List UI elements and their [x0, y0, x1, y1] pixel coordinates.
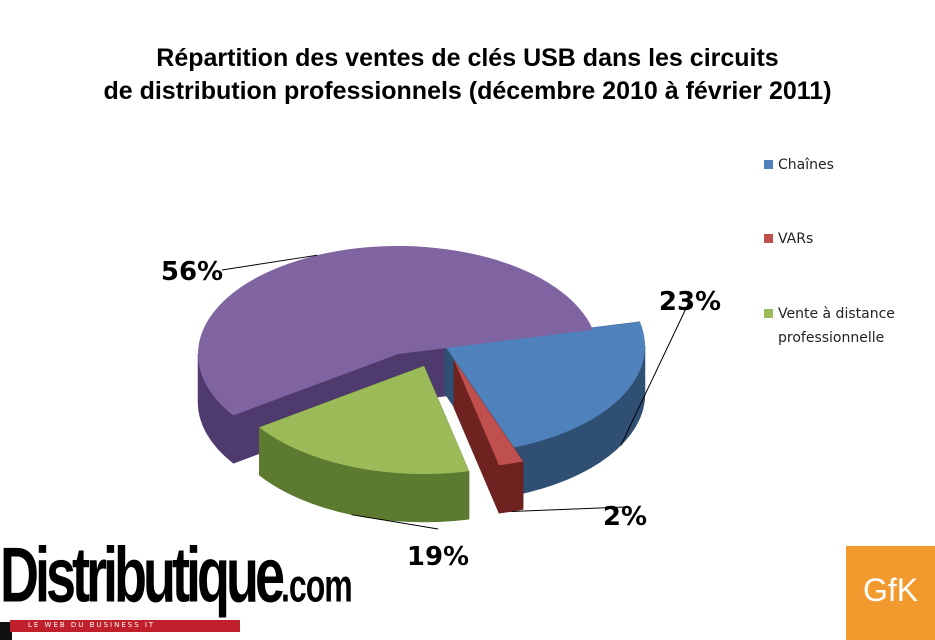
publisher-logo-corner [0, 622, 12, 640]
chart-title: Répartition des ventes de clés USB dans … [0, 42, 935, 108]
publisher-wordmark: Distributique.com [0, 536, 353, 624]
legend-label-chaines: Chaînes [778, 157, 834, 173]
publisher-logo: Distributique.com LE WEB DU BUSINESS IT [0, 536, 353, 640]
leader-line-vars [511, 506, 626, 512]
chart-title-line-2: de distribution professionnels (décembre… [103, 77, 832, 105]
pie-slice-chaines [445, 321, 646, 448]
data-label-vente-a-distance-professionnelle: 19% [407, 542, 469, 572]
legend-item-chaines: Chaînes [764, 153, 834, 177]
data-label-vars: 2% [603, 502, 647, 532]
pie-slice-slice-56 [198, 246, 593, 416]
pie-slice-vars [454, 360, 524, 466]
legend-label-vente-distance-line-2: professionnelle [778, 330, 885, 346]
publisher-tagline-bar [10, 620, 240, 632]
data-label-slice-56: 56% [161, 257, 223, 287]
gfk-logo-text: GfK [862, 572, 919, 608]
data-label-chaines: 23% [659, 287, 721, 317]
legend-item-vente-distance: Vente à distance professionnelle [764, 302, 895, 350]
leader-line-chaines [620, 299, 691, 446]
pie-slice-vente-a-distance-professionnelle [259, 366, 469, 474]
legend-label-vars: VARs [778, 231, 814, 247]
legend-label-vente-distance-line-1: Vente à distance [778, 306, 895, 322]
leader-line-vente-a-distance-professionnelle [351, 514, 439, 530]
legend-swatch-vente-distance [764, 309, 773, 318]
legend-item-vars: VARs [764, 227, 814, 251]
publisher-tagline: LE WEB DU BUSINESS IT [28, 621, 156, 629]
publisher-name: Distributique [0, 531, 285, 619]
legend-swatch-chaines [764, 160, 773, 169]
publisher-suffix: .com [281, 559, 353, 612]
gfk-logo: GfK [846, 546, 935, 640]
leader-line-slice-56 [221, 254, 318, 271]
chart-title-line-1: Répartition des ventes de clés USB dans … [156, 44, 779, 72]
legend-swatch-vars [764, 234, 773, 243]
